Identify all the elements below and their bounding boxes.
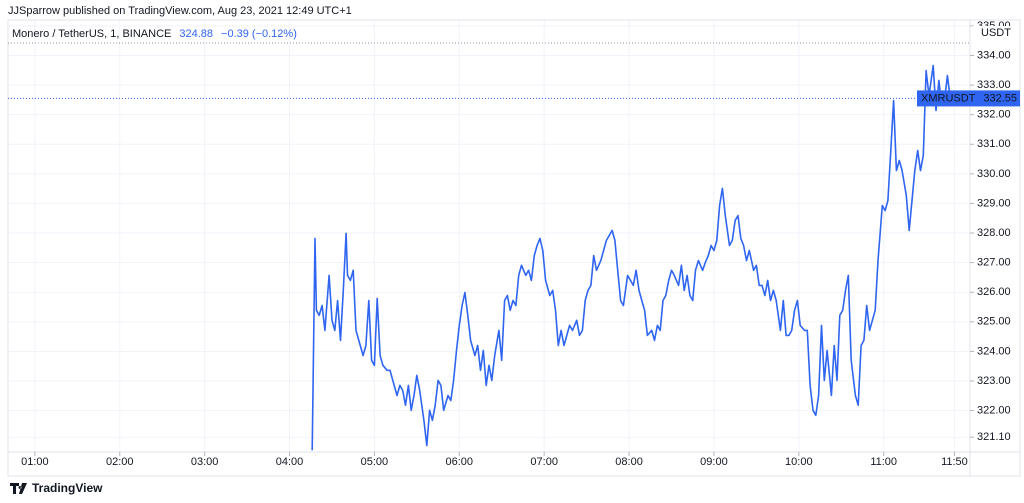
y-tick-label: 323.00 xyxy=(977,375,1011,387)
axis-ticks: 321.10 322.00 323.00 324.00 325.00 326.00 327.… xyxy=(21,20,1011,468)
last-price: 324.88 xyxy=(179,28,213,40)
x-tick-label: 10:00 xyxy=(785,456,813,468)
x-tick-label: 06:00 xyxy=(446,456,474,468)
x-tick-label: 05:00 xyxy=(361,456,389,468)
plot xyxy=(8,64,970,451)
y-tick-label: 331.00 xyxy=(977,138,1011,150)
y-tick-label: 325.00 xyxy=(977,316,1011,328)
x-tick-label: 03:00 xyxy=(191,456,219,468)
y-tick-label: 333.00 xyxy=(977,79,1011,91)
header-bg xyxy=(0,0,1024,19)
price-tag: XMRUSDT 332.55 xyxy=(917,90,1020,107)
y-tick-label: 329.00 xyxy=(977,197,1011,209)
x-tick-label: 09:00 xyxy=(700,456,728,468)
x-tick-label: 07:00 xyxy=(530,456,558,468)
price-tag-box xyxy=(917,90,1020,107)
y-tick-label: 328.00 xyxy=(977,227,1011,239)
legend: Monero / TetherUS, 1, BINANCE 324.88 −0.39… xyxy=(12,28,297,40)
header-text: JJSparrow published on TradingView.com, … xyxy=(8,5,352,17)
y-tick-label: 326.00 xyxy=(977,286,1011,298)
pane-border xyxy=(7,19,1021,477)
y-tick-label: 330.00 xyxy=(977,168,1011,180)
price-change: −0.39 (−0.12%) xyxy=(221,28,297,40)
y-tick-label: 324.00 xyxy=(977,345,1011,357)
x-tick-label: 04:00 xyxy=(276,456,304,468)
y-tick-label: 332.00 xyxy=(977,109,1011,121)
brand-name: TradingView xyxy=(32,481,103,495)
x-tick-label: 08:00 xyxy=(615,456,643,468)
price-tag-symbol: XMRUSDT xyxy=(921,92,976,104)
x-tick-label: 11:00 xyxy=(870,456,897,468)
y-tick-label: 322.00 xyxy=(977,404,1011,416)
price-tag-value: 332.55 xyxy=(983,92,1017,104)
brand-logo xyxy=(10,483,27,494)
symbol-title: Monero / TetherUS, 1, BINANCE xyxy=(12,28,171,40)
x-tick-label: 11:50 xyxy=(941,456,968,468)
y-tick-label: 334.00 xyxy=(977,49,1011,61)
y-axis-unit: USDT xyxy=(981,27,1011,39)
y-tick-label: 327.00 xyxy=(977,257,1011,269)
x-tick-label: 01:00 xyxy=(21,456,49,468)
grid xyxy=(8,20,970,452)
x-tick-label: 02:00 xyxy=(106,456,134,468)
unit-bg xyxy=(972,26,1018,40)
y-tick-label: 321.10 xyxy=(977,431,1011,443)
price-line xyxy=(311,64,951,451)
